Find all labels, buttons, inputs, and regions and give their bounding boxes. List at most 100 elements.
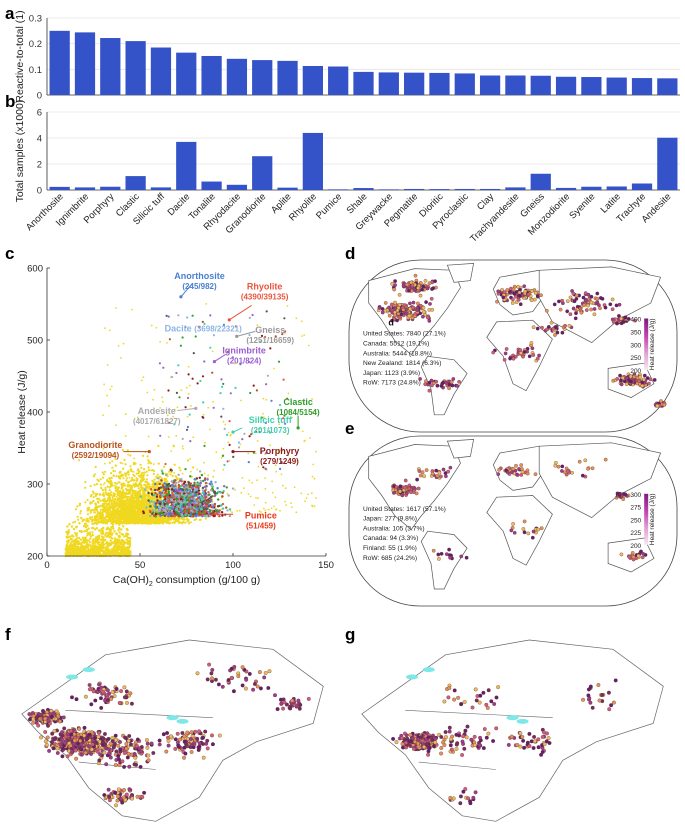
point-bg	[187, 365, 190, 368]
point-bg	[111, 497, 114, 500]
point-bg	[124, 553, 128, 556]
point-bg	[113, 498, 116, 501]
point-rock	[204, 477, 207, 480]
point-rock	[163, 514, 167, 517]
point-bg	[146, 455, 149, 458]
point-bg	[275, 470, 278, 473]
point-bg	[115, 533, 119, 536]
point-bg	[75, 546, 79, 550]
point-bg	[222, 468, 225, 471]
point-bg	[109, 539, 112, 542]
point-bg	[106, 485, 109, 488]
point-bg	[117, 494, 120, 497]
point-bg	[303, 334, 306, 336]
point-bg	[160, 519, 163, 523]
point-bg	[231, 511, 234, 514]
point-bg	[129, 465, 132, 468]
point-bg	[134, 482, 137, 485]
point-bg	[101, 530, 105, 533]
point-bg	[181, 522, 184, 525]
point-bg	[65, 535, 69, 539]
point-bg	[137, 510, 140, 512]
point-bg	[83, 518, 86, 522]
point-bg	[312, 463, 315, 466]
point-bg	[97, 479, 100, 482]
point-bg	[92, 500, 95, 503]
point-bg	[167, 518, 170, 522]
point-bg	[112, 499, 115, 502]
point-bg	[116, 551, 119, 555]
bar-syenite	[581, 77, 602, 95]
point-bg	[142, 474, 145, 477]
point-bg	[135, 479, 138, 482]
point-bg	[264, 509, 267, 512]
point-bg	[110, 513, 113, 516]
point-bg	[113, 506, 116, 509]
point-bg	[256, 479, 258, 482]
point-bg	[159, 407, 162, 409]
point-bg	[188, 522, 191, 525]
point-rock	[189, 475, 192, 478]
point-bg	[124, 463, 127, 466]
point-bg	[171, 474, 174, 477]
point-bg	[112, 527, 115, 530]
point-bg	[104, 491, 107, 494]
point-rock	[216, 487, 219, 490]
point-bg	[101, 542, 105, 546]
point-bg	[132, 491, 135, 494]
point-bg	[151, 483, 154, 486]
point-bg	[149, 517, 152, 520]
point-bg	[87, 543, 90, 546]
point-bg	[159, 341, 162, 343]
point-rock	[161, 470, 164, 473]
point-bg	[229, 434, 232, 437]
point-bg	[186, 415, 189, 418]
point-bg	[278, 423, 281, 426]
point-rock	[165, 494, 168, 497]
point-bg	[139, 520, 142, 524]
point-rock	[207, 491, 210, 494]
point-bg	[107, 492, 109, 495]
bar-ignimbrite	[74, 187, 96, 190]
point-bg	[121, 553, 125, 556]
point-rock	[217, 498, 220, 501]
point-bg	[125, 493, 128, 496]
point-bg	[145, 481, 148, 484]
point-bg	[122, 477, 125, 480]
panel-label-e: e	[345, 419, 354, 438]
point-bg	[125, 520, 128, 523]
point-bg	[158, 480, 160, 483]
point-bg	[119, 461, 122, 464]
point-rock	[174, 482, 178, 485]
point-bg	[117, 345, 120, 347]
point-bg	[92, 519, 95, 522]
point-bg	[192, 466, 195, 469]
point-bg	[264, 511, 266, 514]
bar-aplite	[277, 60, 298, 95]
x-tick-label: Clay	[475, 191, 496, 212]
point-bg	[106, 543, 109, 547]
point-bg	[121, 542, 125, 546]
point-bg	[118, 523, 121, 527]
point-bg	[120, 473, 123, 476]
point-bg	[276, 449, 279, 452]
point-bg	[212, 475, 215, 478]
point-bg	[85, 541, 88, 544]
bar-clastic	[125, 176, 146, 190]
point-bg	[127, 536, 130, 540]
point-bg	[101, 537, 104, 541]
point-bg	[139, 463, 142, 466]
point-bg	[121, 533, 125, 536]
point-bg	[117, 528, 120, 532]
point-bg	[256, 440, 259, 442]
point-bg	[92, 475, 95, 478]
point-bg	[94, 508, 97, 511]
point-bg	[145, 501, 148, 504]
point-bg	[264, 477, 267, 479]
point-bg	[82, 524, 86, 528]
point-rock	[160, 505, 164, 508]
point-bg	[86, 517, 89, 520]
point-bg	[133, 510, 136, 513]
point-bg	[124, 435, 127, 437]
